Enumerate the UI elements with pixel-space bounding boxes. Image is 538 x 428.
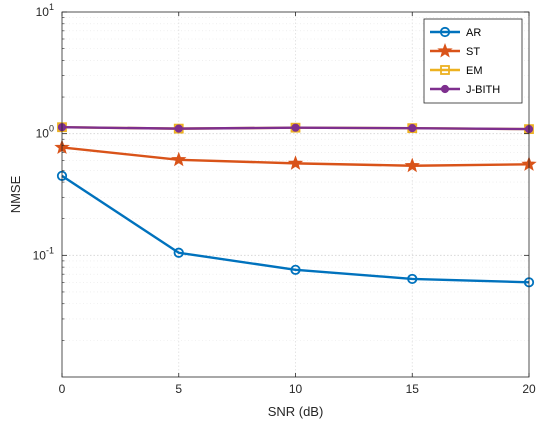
data-point-j-bith bbox=[292, 124, 299, 131]
x-tick-label: 0 bbox=[59, 382, 66, 396]
y-tick-label: 10-1 bbox=[33, 245, 54, 262]
legend-label-em: EM bbox=[466, 65, 483, 77]
y-axis-label: NMSE bbox=[8, 175, 23, 213]
x-tick-label: 10 bbox=[289, 382, 303, 396]
y-tick-label: 100 bbox=[36, 124, 54, 141]
legend-marker-j-bith bbox=[441, 85, 448, 92]
x-tick-label: 5 bbox=[175, 382, 182, 396]
legend-label-st: ST bbox=[466, 46, 480, 58]
x-axis-label: SNR (dB) bbox=[268, 404, 324, 419]
legend-label-ar: AR bbox=[466, 27, 481, 39]
data-point-j-bith bbox=[175, 125, 182, 132]
x-tick-label: 20 bbox=[522, 382, 536, 396]
data-point-j-bith bbox=[409, 125, 416, 132]
y-tick-label: 101 bbox=[36, 2, 54, 19]
x-tick-label: 15 bbox=[406, 382, 420, 396]
legend: AR ST EM J-BITH bbox=[424, 19, 522, 103]
legend-label-j-bith: J-BITH bbox=[466, 84, 500, 96]
